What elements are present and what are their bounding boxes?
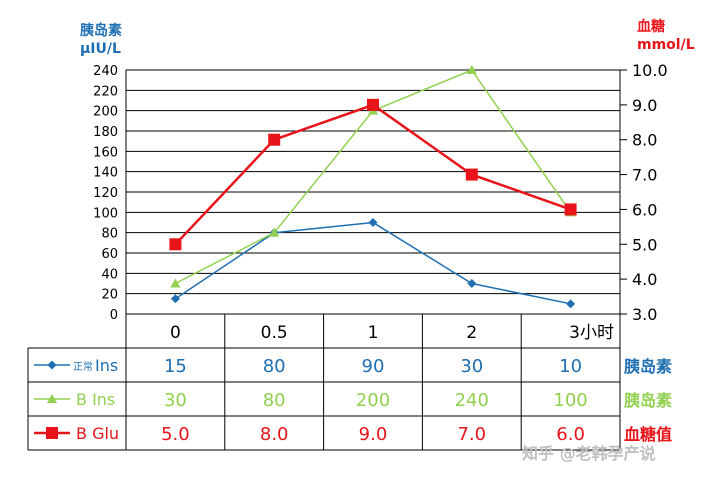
data-point-1-2 xyxy=(368,218,378,227)
legend-label-prefix: 正常 xyxy=(73,360,93,373)
data-label: 80 xyxy=(263,390,286,411)
data-point-3-2 xyxy=(367,98,379,111)
series-line-1 xyxy=(174,221,571,305)
left-tick-label: 200 xyxy=(93,105,118,120)
data-point-1-0 xyxy=(170,294,180,304)
right-tick-label: 6.0 xyxy=(632,200,657,219)
left-tick-label: 120 xyxy=(93,186,118,201)
data-label: 15 xyxy=(164,356,187,377)
data-label: 100 xyxy=(553,390,587,411)
data-label: 90 xyxy=(362,356,385,377)
x-tick-label: 1 xyxy=(368,323,379,343)
data-point-1-3 xyxy=(467,279,477,288)
watermark: 知乎 @老韩孕产说 xyxy=(522,444,656,463)
right-tick-label: 7.0 xyxy=(632,166,657,185)
data-point-3-3 xyxy=(465,168,478,181)
data-label: 5.0 xyxy=(161,424,190,445)
left-tick-label: 160 xyxy=(93,145,118,160)
left-axis-label: 胰岛素 μIU/L xyxy=(80,22,122,58)
data-point-1-4 xyxy=(566,299,576,309)
data-label: 10 xyxy=(559,356,582,377)
x-tick-label: 2 xyxy=(466,323,477,343)
legend-label: Ins xyxy=(95,356,118,375)
right-axis-label-title: 血糖 xyxy=(637,19,665,35)
left-tick-label: 60 xyxy=(101,247,118,262)
data-point-2-1 xyxy=(269,227,280,237)
left-axis-label-title: 胰岛素 xyxy=(80,23,122,39)
data-label: 6.0 xyxy=(556,424,585,445)
data-point-3-0 xyxy=(169,238,182,251)
left-tick-label: 240 xyxy=(93,64,118,79)
left-tick-label: 0 xyxy=(110,308,118,323)
right-tick-label: 10.0 xyxy=(632,61,668,80)
left-axis-label-unit: μIU/L xyxy=(80,41,121,57)
x-tick-label: 0 xyxy=(170,323,181,343)
right-tick-label: 9.0 xyxy=(632,96,657,115)
x-tick-label: 3小时 xyxy=(569,323,614,343)
left-tick-label: 40 xyxy=(101,267,118,282)
right-axis-label-unit: mmol/L xyxy=(637,37,695,53)
legend-swatch-marker-2 xyxy=(47,394,57,403)
data-label: 9.0 xyxy=(359,424,388,445)
x-tick-label: 0.5 xyxy=(261,323,288,343)
left-tick-label: 20 xyxy=(101,288,118,303)
data-point-2-3 xyxy=(466,65,477,74)
right-tick-label: 8.0 xyxy=(632,131,657,150)
left-tick-label: 140 xyxy=(93,166,118,181)
right-axis-label: 血糖 mmol/L xyxy=(637,18,695,54)
row-label: 胰岛素 xyxy=(624,357,672,376)
left-tick-label: 100 xyxy=(93,206,118,221)
right-tick-label: 5.0 xyxy=(632,235,657,254)
data-label: 30 xyxy=(460,356,483,377)
left-tick-label: 180 xyxy=(93,125,118,140)
legend-label: B Ins xyxy=(76,390,115,409)
right-tick-label: 4.0 xyxy=(632,270,657,289)
left-tick-label: 80 xyxy=(101,227,118,242)
data-label: 240 xyxy=(455,390,489,411)
legend-swatch-marker-3 xyxy=(46,427,58,439)
data-point-3-4 xyxy=(564,203,577,216)
data-label: 8.0 xyxy=(260,424,289,445)
left-tick-label: 220 xyxy=(93,84,118,99)
data-label: 200 xyxy=(356,390,390,411)
legend-swatch-marker-1 xyxy=(47,360,57,370)
data-point-3-1 xyxy=(268,133,281,146)
legend-label: B Glu xyxy=(76,424,119,443)
row-label: 血糖值 xyxy=(624,425,672,444)
data-label: 7.0 xyxy=(457,424,486,445)
data-point-2-0 xyxy=(170,278,181,288)
data-label: 30 xyxy=(164,390,187,411)
right-tick-label: 3.0 xyxy=(632,305,657,324)
data-label: 80 xyxy=(263,356,286,377)
row-label: 胰岛素 xyxy=(624,391,672,410)
